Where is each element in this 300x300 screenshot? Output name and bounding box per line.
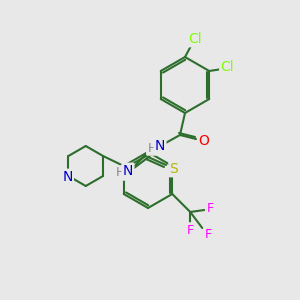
Text: N: N bbox=[155, 139, 165, 153]
Text: S: S bbox=[169, 162, 178, 176]
Text: H: H bbox=[115, 167, 125, 179]
Text: F: F bbox=[205, 227, 212, 241]
Text: F: F bbox=[207, 202, 214, 214]
Text: N: N bbox=[123, 164, 133, 178]
Text: Cl: Cl bbox=[220, 60, 234, 74]
Text: Cl: Cl bbox=[188, 32, 202, 46]
Text: O: O bbox=[199, 134, 209, 148]
Text: F: F bbox=[187, 224, 194, 236]
Text: N: N bbox=[62, 170, 73, 184]
Text: H: H bbox=[147, 142, 157, 154]
